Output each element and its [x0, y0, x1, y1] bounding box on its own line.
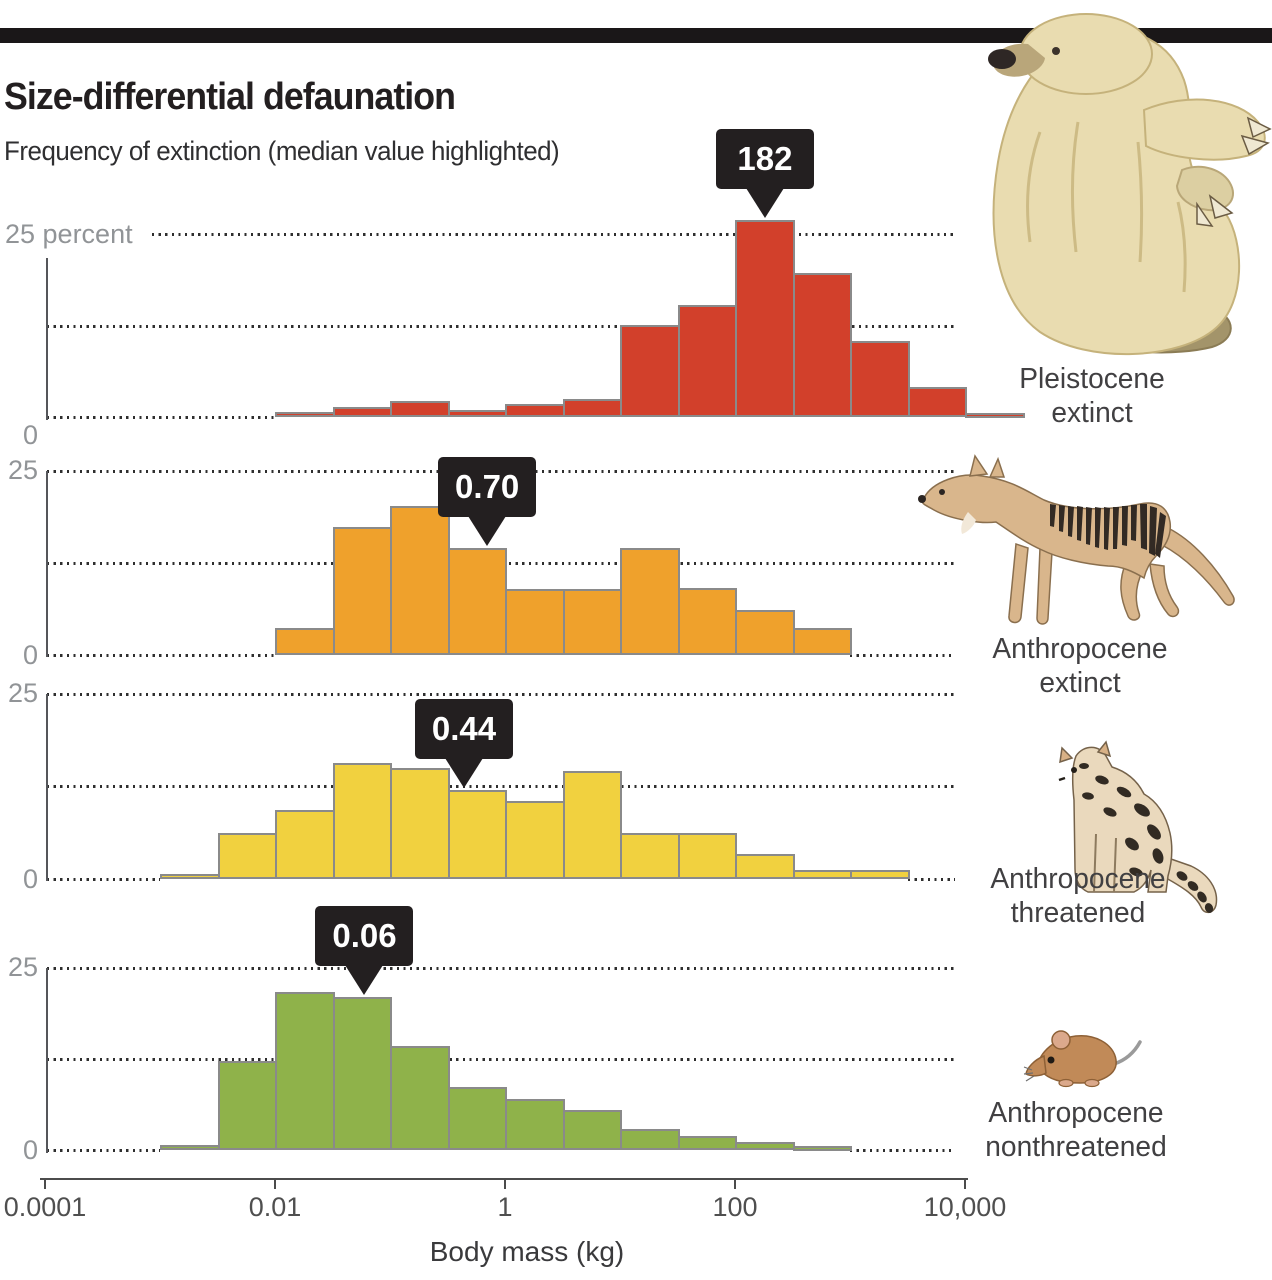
callout-pointer-icon: [444, 758, 483, 789]
x-tick-label: 1: [497, 1192, 513, 1222]
label-line: Anthropocene: [990, 863, 1166, 895]
x-tick-label: 100: [712, 1192, 758, 1222]
x-tick-label: 0.0001: [3, 1192, 87, 1222]
y-axis-25-label-panel4: 25: [7, 952, 38, 982]
y-axis-25-percent-label-panel1: 25 percent: [5, 219, 133, 249]
y-axis-zero-label-panel4: 0: [22, 1135, 38, 1165]
label-line: Anthropocene: [992, 633, 1168, 665]
label-line: extinct: [1051, 397, 1133, 429]
x-tick-label: 0.01: [248, 1192, 302, 1222]
median-value: 0.44: [431, 710, 497, 748]
median-value: 182: [737, 139, 793, 177]
label-line: threatened: [1010, 897, 1146, 929]
x-axis-title: Body mass (kg): [429, 1236, 625, 1267]
leopard-spots: [1079, 763, 1164, 877]
thylacine-icon: [918, 454, 1235, 625]
median-callout-anthropocene-nonthreatened: 0.06: [315, 906, 414, 996]
clouded-leopard-icon: [1058, 740, 1218, 914]
giant-ground-sloth-icon: [988, 13, 1272, 356]
top-rule-bar: [0, 28, 1272, 43]
y-axis-25-label-panel3: 25: [7, 678, 38, 708]
y-axis-25-label-panel2: 25: [7, 455, 38, 485]
median-callout-anthropocene-extinct: 0.70: [438, 457, 537, 547]
panel-label-anthropocene-extinct: Anthropocene extinct: [954, 632, 1206, 700]
callout-pointer-icon: [745, 187, 784, 218]
panel-label-anthropocene-threatened: Anthropocene threatened: [952, 862, 1204, 930]
median-value: 0.70: [455, 468, 520, 506]
label-line: nonthreatened: [985, 1131, 1167, 1163]
median-callout-anthropocene-threatened: 0.44: [414, 699, 513, 789]
panel-label-anthropocene-nonthreatened: Anthropocene nonthreatened: [949, 1096, 1203, 1164]
thylacine-stripes: [1050, 504, 1166, 558]
callout-pointer-icon: [345, 965, 384, 996]
figure-subtitle: Frequency of extinction (median value hi…: [4, 136, 560, 166]
callout-pointer-icon: [468, 516, 507, 547]
figure-title: Size-differential defaunation: [4, 76, 456, 118]
y-axis-zero-label-panel1: 0: [22, 420, 38, 450]
label-line: Pleistocene: [1019, 363, 1165, 395]
median-callout-pleistocene-extinct: 182: [715, 128, 814, 218]
x-tick-label: 10,000: [923, 1192, 1007, 1222]
y-axis-zero-label-panel3: 0: [22, 864, 38, 894]
median-value: 0.06: [332, 917, 397, 955]
label-line: Anthropocene: [988, 1097, 1164, 1129]
mouse-icon: [1023, 1030, 1142, 1088]
y-axis-zero-label-panel2: 0: [22, 640, 38, 670]
panel-label-pleistocene-extinct: Pleistocene extinct: [966, 362, 1218, 430]
label-line: extinct: [1039, 667, 1121, 699]
